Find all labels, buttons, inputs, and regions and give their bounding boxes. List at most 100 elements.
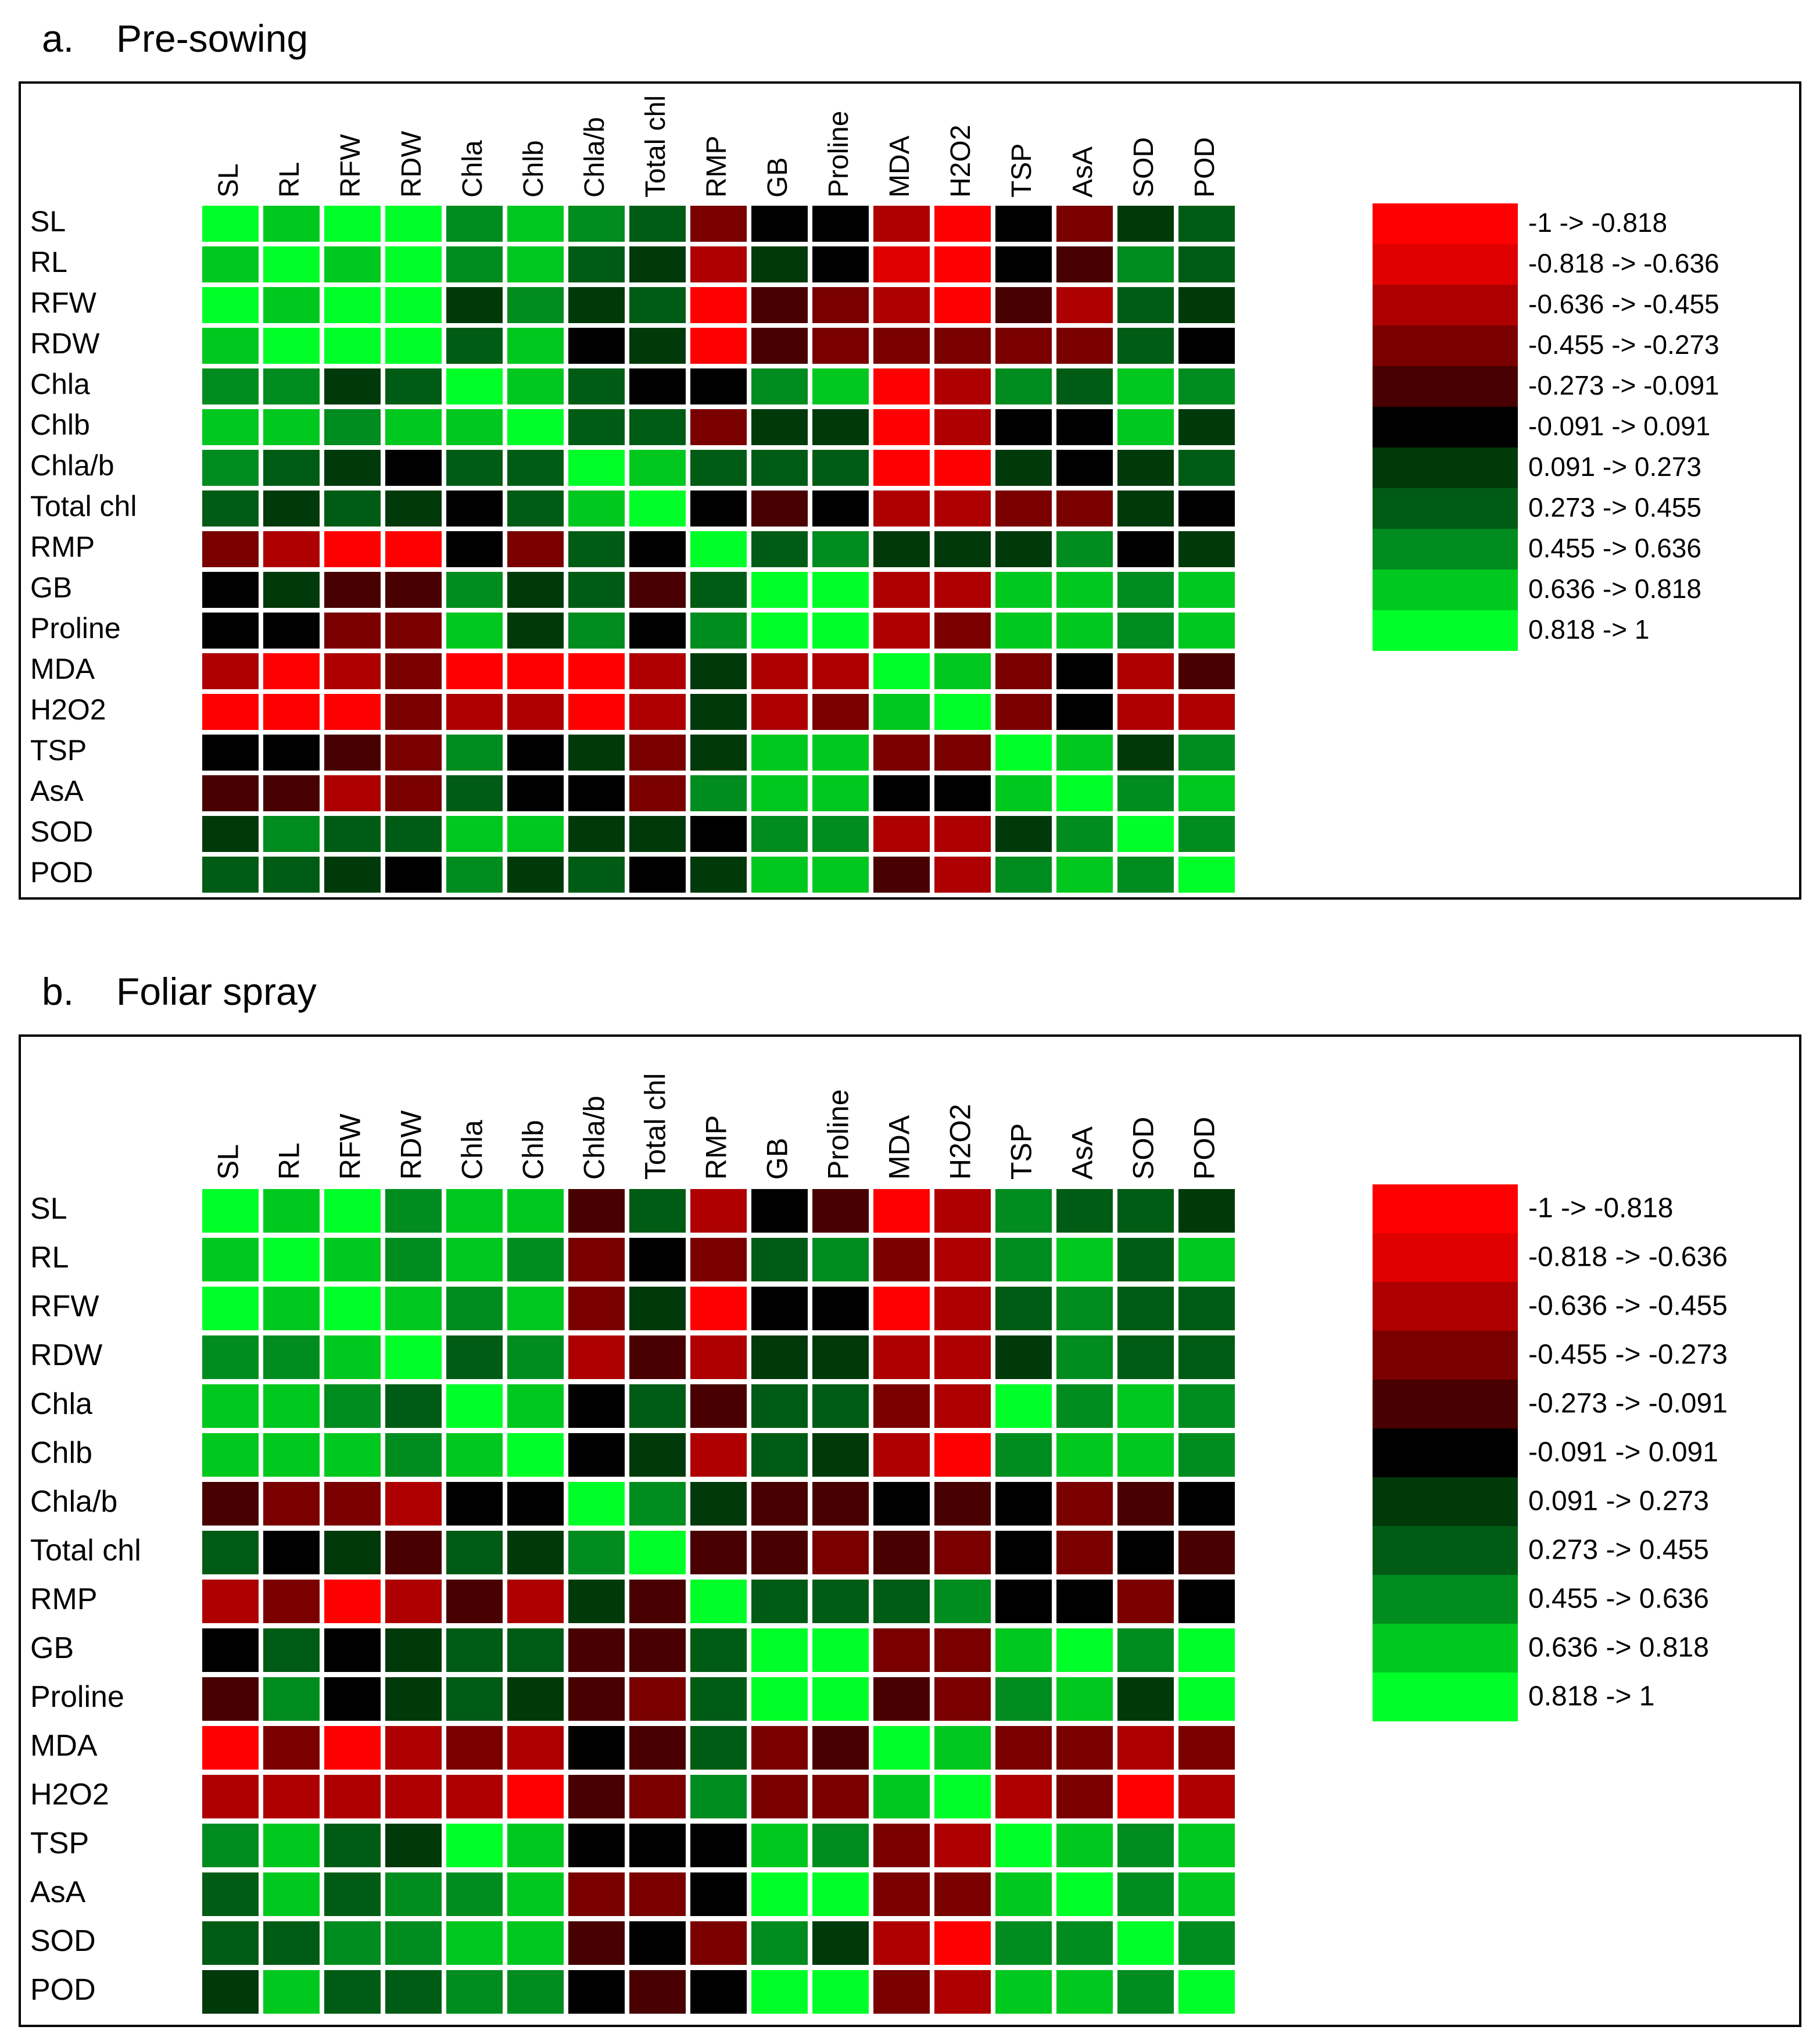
panel-a-cell-proline-rdw: [385, 613, 442, 649]
panel-a-cell-rmp-pod: [1178, 531, 1235, 567]
panel-a-cell-tsp-chla-b: [568, 735, 625, 771]
panel-a-cell-gb-chla: [446, 572, 503, 608]
panel-a-cell-chla-sod: [1117, 368, 1174, 404]
panel-b-cell-sod-chlb: [507, 1921, 564, 1965]
panel-b-cell-chla-b-chla: [446, 1482, 503, 1526]
panel-a-cell-rl-asa: [1056, 246, 1113, 282]
panel-b-col-label-rdw: RDW: [395, 1110, 428, 1180]
panel-a-row-label-rl: RL: [30, 246, 67, 278]
panel-b-cell-chlb-chlb: [507, 1433, 564, 1477]
panel-b-cell-rdw-rfw: [324, 1335, 381, 1379]
panel-a-cell-rdw-gb: [751, 328, 808, 364]
panel-a-row-label-sod: SOD: [30, 815, 93, 848]
panel-a-row-label-proline: Proline: [30, 612, 121, 644]
panel-b-cell-gb-total-chl: [629, 1628, 686, 1672]
panel-b-cell-sod-pod: [1178, 1921, 1235, 1965]
panel-b-cell-chla-b-tsp: [995, 1482, 1052, 1526]
panel-b-row-label-gb: GB: [30, 1631, 74, 1665]
panel-a-cell-rdw-proline: [812, 328, 869, 364]
panel-b-cell-rdw-proline: [812, 1335, 869, 1379]
panel-b-cell-chla-b-proline: [812, 1482, 869, 1526]
panel-b-legend-swatch: [1373, 1282, 1518, 1331]
panel-b-cell-h2o2-h2o2: [934, 1775, 991, 1818]
panel-b-cell-proline-proline: [812, 1677, 869, 1721]
panel-b-cell-chlb-rfw: [324, 1433, 381, 1477]
panel-b-cell-chlb-rl: [263, 1433, 320, 1477]
panel-b-row-label-rl: RL: [30, 1241, 69, 1274]
panel-a-cell-proline-chlb: [507, 613, 564, 649]
panel-a-cell-sod-rfw: [324, 816, 381, 852]
panel-b-cell-tsp-pod: [1178, 1824, 1235, 1867]
panel-b-cell-pod-chla-b: [568, 1970, 625, 2014]
panel-b-cell-mda-chla-b: [568, 1726, 625, 1770]
panel-a-cell-sod-rl: [263, 816, 320, 852]
panel-b-cell-rmp-sl: [202, 1580, 259, 1623]
panel-a-cell-sl-mda: [873, 206, 930, 242]
panel-a-cell-chla-sl: [202, 368, 259, 404]
panel-a-cell-asa-pod: [1178, 775, 1235, 811]
panel-b-cell-chla-b-gb: [751, 1482, 808, 1526]
panel-b-cell-mda-rl: [263, 1726, 320, 1770]
panel-a-row-label-h2o2: H2O2: [30, 693, 106, 726]
panel-a-cell-chlb-rmp: [690, 409, 747, 445]
panel-a-cell-rl-h2o2: [934, 246, 991, 282]
panel-a-cell-proline-asa: [1056, 613, 1113, 649]
panel-a-cell-chlb-chla-b: [568, 409, 625, 445]
panel-b-cell-proline-rfw: [324, 1677, 381, 1721]
panel-a-letter: a.: [42, 17, 74, 60]
panel-b-cell-total-chl-h2o2: [934, 1531, 991, 1574]
panel-b-cell-sl-gb: [751, 1189, 808, 1233]
panel-a-cell-rfw-mda: [873, 287, 930, 323]
panel-a-cell-tsp-rfw: [324, 735, 381, 771]
panel-a-cell-rmp-h2o2: [934, 531, 991, 567]
panel-b-cell-total-chl-rdw: [385, 1531, 442, 1574]
panel-a-cell-chla-b-rl: [263, 450, 320, 486]
panel-a-cell-h2o2-sl: [202, 694, 259, 730]
panel-b-cell-asa-pod: [1178, 1872, 1235, 1916]
panel-b-cell-mda-rmp: [690, 1726, 747, 1770]
panel-b-cell-mda-chla: [446, 1726, 503, 1770]
panel-a-cell-rdw-chlb: [507, 328, 564, 364]
panel-a-cell-chla-b-tsp: [995, 450, 1052, 486]
panel-b-legend-label: -0.273 -> -0.091: [1528, 1388, 1728, 1419]
panel-b-cell-chla-rl: [263, 1384, 320, 1428]
panel-b-cell-rfw-asa: [1056, 1287, 1113, 1330]
panel-a-row-label-total-chl: Total chl: [30, 490, 137, 522]
panel-b-cell-mda-gb: [751, 1726, 808, 1770]
panel-a-cell-chla-b-asa: [1056, 450, 1113, 486]
panel-a-cell-chlb-rl: [263, 409, 320, 445]
panel-a-cell-chlb-gb: [751, 409, 808, 445]
panel-a-cell-tsp-rmp: [690, 735, 747, 771]
panel-a-cell-asa-chla: [446, 775, 503, 811]
panel-a-cell-rfw-h2o2: [934, 287, 991, 323]
panel-b-cell-chla-b-h2o2: [934, 1482, 991, 1526]
panel-a-cell-chla-b-rfw: [324, 450, 381, 486]
panel-b-cell-rdw-gb: [751, 1335, 808, 1379]
panel-a-cell-chlb-proline: [812, 409, 869, 445]
panel-b-cell-proline-mda: [873, 1677, 930, 1721]
panel-a-cell-total-chl-chla-b: [568, 490, 625, 527]
panel-b-cell-proline-h2o2: [934, 1677, 991, 1721]
panel-a-cell-gb-mda: [873, 572, 930, 608]
panel-b-cell-pod-chla: [446, 1970, 503, 2014]
panel-a-cell-proline-sod: [1117, 613, 1174, 649]
panel-b-cell-chla-b-chlb: [507, 1482, 564, 1526]
panel-b-cell-rl-h2o2: [934, 1238, 991, 1281]
panel-a-cell-pod-rdw: [385, 857, 442, 893]
panel-a-cell-rdw-pod: [1178, 328, 1235, 364]
panel-a-cell-proline-mda: [873, 613, 930, 649]
panel-a-cell-mda-gb: [751, 653, 808, 689]
panel-b-cell-pod-rmp: [690, 1970, 747, 2014]
panel-b-cell-sod-tsp: [995, 1921, 1052, 1965]
panel-a-cell-rfw-chla: [446, 287, 503, 323]
panel-b-cell-sod-total-chl: [629, 1921, 686, 1965]
panel-a-cell-rdw-sod: [1117, 328, 1174, 364]
panel-a-cell-rfw-asa: [1056, 287, 1113, 323]
panel-a-cell-sl-tsp: [995, 206, 1052, 242]
panel-a-row-label-rfw: RFW: [30, 287, 97, 319]
panel-b-cell-proline-sod: [1117, 1677, 1174, 1721]
panel-a-cell-h2o2-chla-b: [568, 694, 625, 730]
panel-a-cell-proline-tsp: [995, 613, 1052, 649]
panel-b-cell-rdw-tsp: [995, 1335, 1052, 1379]
